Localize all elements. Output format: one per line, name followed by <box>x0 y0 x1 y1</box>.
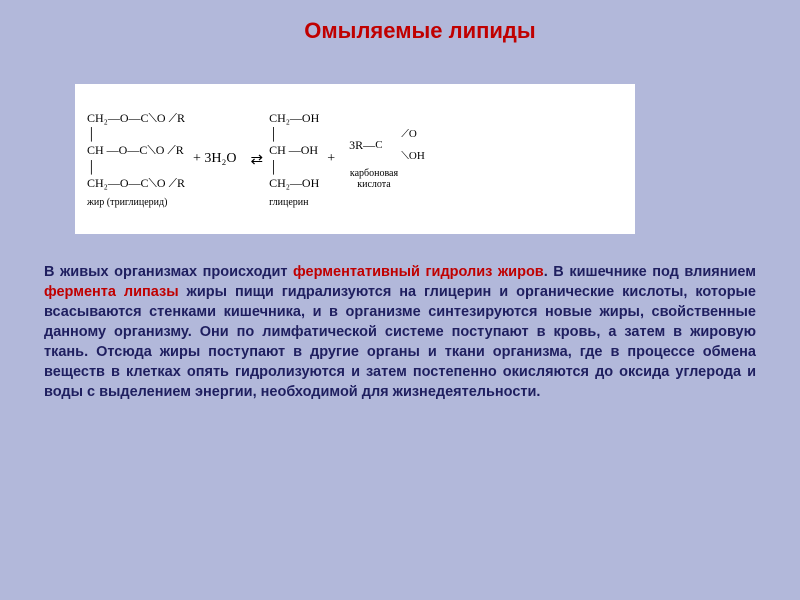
glycerol-label: глицерин <box>269 197 308 208</box>
chem-bond: │ <box>87 159 96 175</box>
acid-prefix: 3R— <box>349 138 375 153</box>
acid-top: ⟋O <box>401 129 417 140</box>
chem-line: CH₂—O—C⟍O ⟋R <box>87 175 185 191</box>
text-segment: В живых организмах происходит <box>44 264 293 280</box>
slide-title: Омыляемые липиды <box>80 18 760 44</box>
acid-mid: C <box>375 140 382 151</box>
equilibrium-arrow: ⇄ <box>251 150 264 169</box>
text-segment: . В кишечнике под влиянием <box>544 264 756 280</box>
body-paragraph: В живых организмах происходит ферментати… <box>40 262 760 402</box>
cooh-group: ⟋O C ⟍OH <box>375 129 399 162</box>
chem-line: CH —O—C⟍O ⟋R <box>87 142 184 158</box>
carboxylic-acid-structure: 3R— ⟋O C ⟍OH карбоновая кислота <box>349 129 399 190</box>
chem-line: CH —OH <box>269 142 318 158</box>
highlight-enzymatic-hydrolysis: ферментативный гидролиз жиров <box>293 264 544 280</box>
plus-water: + 3H₂O <box>193 151 237 167</box>
chem-line: CH₂—O—C⟍O ⟋R <box>87 110 185 126</box>
chem-bond: │ <box>87 126 96 142</box>
glycerol-structure: CH₂—OH │ CH —OH │ CH₂—OH глицерин <box>269 110 319 208</box>
acid-bot: ⟍OH <box>401 151 425 162</box>
triglyceride-label: жир (триглицерид) <box>87 197 167 208</box>
slide: Омыляемые липиды CH₂—O—C⟍O ⟋R │ CH —O—C⟍… <box>0 0 800 600</box>
plus-sign: + <box>327 151 335 167</box>
highlight-lipase-enzyme: фермента липазы <box>44 284 179 300</box>
triglyceride-structure: CH₂—O—C⟍O ⟋R │ CH —O—C⟍O ⟋R │ CH₂—O—C⟍O … <box>87 110 185 208</box>
text-segment: жиры пищи гидрализуются на глицерин и ор… <box>44 284 756 400</box>
chem-line: CH₂—OH <box>269 110 319 126</box>
chem-bond: │ <box>269 126 278 142</box>
acid-label: карбоновая кислота <box>350 168 398 190</box>
reaction-diagram: CH₂—O—C⟍O ⟋R │ CH —O—C⟍O ⟋R │ CH₂—O—C⟍O … <box>75 84 635 234</box>
chem-bond: │ <box>269 159 278 175</box>
chem-line: CH₂—OH <box>269 175 319 191</box>
